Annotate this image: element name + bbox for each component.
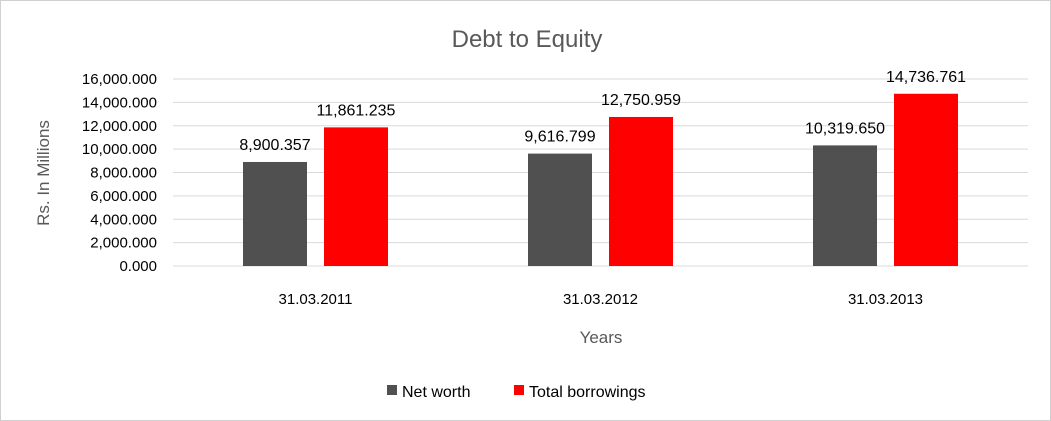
y-tick-label: 0.000 (119, 258, 157, 275)
data-label: 11,861.235 (317, 102, 396, 119)
y-tick-label: 8,000.000 (90, 165, 157, 182)
bar-net-worth (813, 145, 877, 266)
data-label: 10,319.650 (805, 120, 885, 137)
y-tick-label: 4,000.000 (90, 211, 157, 228)
data-label: 12,750.959 (601, 92, 681, 109)
bar-total-borrowings (609, 116, 673, 266)
y-axis-title: Rs. In Millions (34, 120, 53, 226)
data-label: 9,616.799 (524, 129, 595, 146)
legend: Net worth Total borrowings (387, 384, 646, 401)
y-tick-label: 12,000.000 (82, 118, 157, 135)
bar-net-worth (243, 161, 307, 266)
y-tick-label: 16,000.000 (82, 71, 157, 88)
y-tick-label: 10,000.000 (82, 141, 157, 158)
x-axis-title: Years (580, 328, 623, 347)
y-tick-label: 6,000.000 (90, 188, 157, 205)
x-tick-label: 31.03.2012 (563, 291, 638, 308)
data-label: 14,736.761 (886, 69, 966, 86)
gridlines (173, 78, 1028, 267)
legend-swatch (514, 385, 524, 395)
bars (243, 93, 958, 267)
bar-total-borrowings (324, 127, 388, 266)
bar-total-borrowings (894, 93, 958, 267)
legend-label: Net worth (402, 384, 470, 401)
data-label: 8,900.357 (239, 137, 310, 154)
x-axis-tick-labels: 31.03.2011 31.03.2012 31.03.2013 (279, 291, 924, 308)
legend-swatch (387, 385, 397, 395)
y-axis-tick-labels: 0.000 2,000.000 4,000.000 6,000.000 8,000.00… (82, 71, 157, 275)
y-tick-label: 2,000.000 (90, 235, 157, 252)
legend-label: Total borrowings (529, 384, 646, 401)
y-tick-label: 14,000.000 (82, 94, 157, 111)
chart-title: Debt to Equity (452, 26, 603, 53)
x-tick-label: 31.03.2013 (848, 291, 923, 308)
data-labels: 8,900.357 11,861.235 9,616.799 12,750.959 10… (239, 69, 966, 154)
bar-net-worth (528, 153, 592, 266)
x-tick-label: 31.03.2011 (279, 291, 353, 308)
